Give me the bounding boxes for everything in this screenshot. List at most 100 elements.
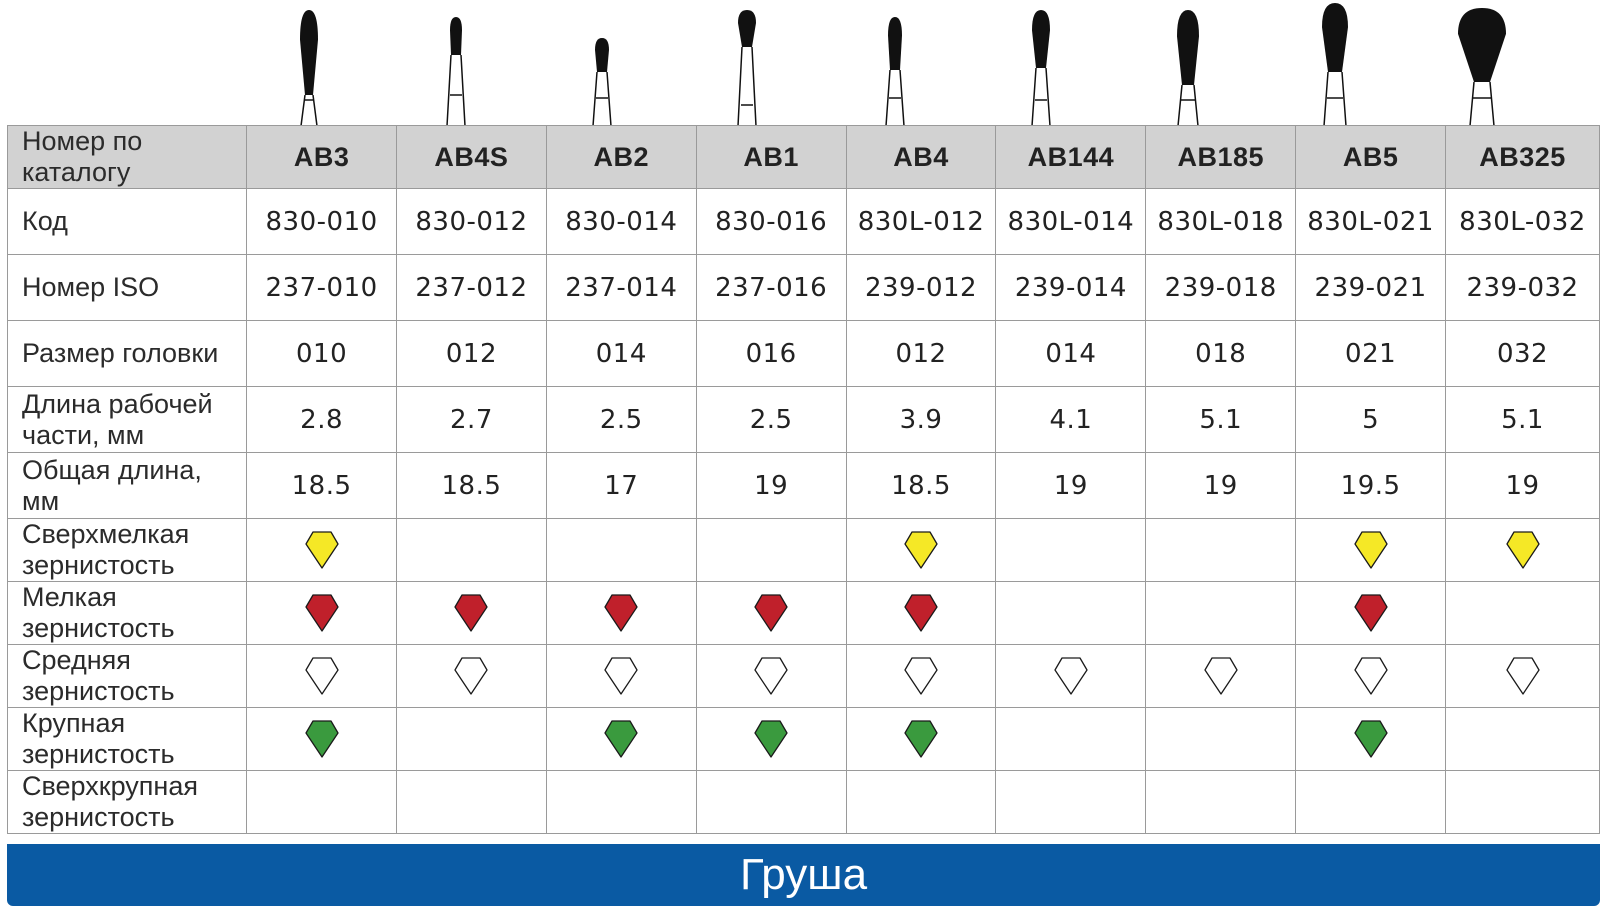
row-label-head-size: Размер головки (6, 320, 248, 387)
grit-cell (995, 581, 1147, 645)
diamond-grit-icon (304, 720, 339, 758)
work-length-cell: 5.1 (1145, 386, 1297, 453)
diamond-grit-icon (1054, 657, 1088, 695)
grit-cell (396, 770, 547, 834)
row-grit-extra-fine: Сверхмелкая зернистость (6, 518, 1600, 582)
grit-cell (1145, 707, 1297, 771)
grit-cell (695, 707, 847, 771)
grit-cell (396, 707, 547, 771)
pear-bur-icon (1177, 10, 1199, 126)
code-cell: 830-010 (246, 188, 398, 255)
grit-cell (1445, 518, 1600, 582)
grit-cell (995, 644, 1147, 708)
catalog-cell: AB185 (1145, 125, 1297, 189)
pear-bur-icon (1031, 10, 1051, 126)
head-size-cell: 014 (995, 320, 1147, 387)
iso-cell: 237-012 (396, 254, 547, 321)
iso-cell: 239-012 (845, 254, 997, 321)
code-cell: 830-014 (545, 188, 697, 255)
grit-cell (1145, 518, 1297, 582)
work-length-cell: 2.7 (396, 386, 547, 453)
row-label-grit-medium: Средняя зернистость (6, 644, 248, 708)
grit-cell (1295, 644, 1447, 708)
grit-cell (246, 644, 398, 708)
grit-cell (545, 644, 697, 708)
total-length-cell: 18.5 (396, 452, 547, 519)
grit-cell (1295, 581, 1447, 645)
catalog-cell: AB5 (1295, 125, 1447, 189)
grit-cell (396, 518, 547, 582)
diamond-grit-icon (904, 594, 938, 632)
diamond-grit-icon (604, 657, 638, 695)
catalog-cell: AB3 (246, 125, 398, 189)
pear-bur-icon (592, 38, 612, 126)
iso-cell: 237-014 (545, 254, 697, 321)
total-length-cell: 19.5 (1295, 452, 1447, 519)
pear-bur-icon (1322, 3, 1348, 126)
diamond-grit-icon (604, 720, 638, 758)
row-total-length: Общая длина, мм 18.5 18.5 17 19 18.5 19 19 19.5 1… (6, 452, 1600, 519)
total-length-cell: 17 (545, 452, 697, 519)
grit-cell (246, 770, 398, 834)
head-size-cell: 021 (1295, 320, 1447, 387)
work-length-cell: 2.8 (246, 386, 398, 453)
iso-cell: 237-010 (246, 254, 398, 321)
grit-cell (1145, 770, 1297, 834)
grit-cell (246, 518, 398, 582)
diamond-grit-icon (304, 657, 339, 695)
row-grit-coarse: Крупная зернистость (6, 707, 1600, 771)
grit-cell (995, 707, 1147, 771)
code-cell: 830L-014 (995, 188, 1147, 255)
diamond-grit-icon (904, 657, 938, 695)
pear-bur-icon (885, 17, 905, 126)
head-size-cell: 010 (246, 320, 398, 387)
diamond-grit-icon (604, 594, 638, 632)
code-cell: 830L-032 (1445, 188, 1600, 255)
total-length-cell: 19 (995, 452, 1147, 519)
work-length-cell: 5 (1295, 386, 1447, 453)
work-length-cell: 3.9 (845, 386, 997, 453)
code-cell: 830-016 (695, 188, 847, 255)
specification-table: Номер по каталогу AB3 AB4S AB2 AB1 AB4 AB144 AB… (6, 125, 1600, 834)
diamond-grit-icon (1353, 657, 1388, 695)
diamond-grit-icon (1353, 531, 1388, 569)
row-label-catalog: Номер по каталогу (6, 125, 248, 189)
row-label-iso: Номер ISO (6, 254, 248, 321)
diamond-grit-icon (754, 720, 788, 758)
catalog-cell: AB4 (845, 125, 997, 189)
grit-cell (246, 581, 398, 645)
grit-cell (695, 581, 847, 645)
grit-cell (1145, 581, 1297, 645)
diamond-grit-icon (304, 531, 339, 569)
diamond-grit-icon (454, 594, 489, 632)
grit-cell (1295, 770, 1447, 834)
shape-banner: Груша (7, 844, 1600, 906)
grit-cell (1445, 770, 1600, 834)
row-work-length: Длина рабочей части, мм 2.8 2.7 2.5 2.5 3.9 4.… (6, 386, 1600, 453)
catalog-cell: AB2 (545, 125, 697, 189)
diamond-grit-icon (1204, 657, 1238, 695)
grit-cell (695, 770, 847, 834)
grit-cell (545, 581, 697, 645)
head-size-cell: 014 (545, 320, 697, 387)
total-length-cell: 19 (1445, 452, 1600, 519)
grit-cell (845, 581, 997, 645)
head-size-cell: 012 (845, 320, 997, 387)
grit-cell (545, 770, 697, 834)
diamond-grit-icon (1505, 531, 1540, 569)
row-label-total-length: Общая длина, мм (6, 452, 248, 519)
grit-cell (695, 644, 847, 708)
total-length-cell: 19 (695, 452, 847, 519)
iso-cell: 239-014 (995, 254, 1147, 321)
total-length-cell: 18.5 (246, 452, 398, 519)
total-length-cell: 18.5 (845, 452, 997, 519)
work-length-cell: 4.1 (995, 386, 1147, 453)
grit-cell (845, 770, 997, 834)
grit-cell (396, 581, 547, 645)
code-cell: 830L-018 (1145, 188, 1297, 255)
pear-bur-icon (737, 10, 757, 126)
row-code: Код 830-010 830-012 830-014 830-016 830L-012 8… (6, 188, 1600, 255)
pear-bur-icon (1458, 8, 1506, 126)
iso-cell: 239-018 (1145, 254, 1297, 321)
grit-cell (1445, 644, 1600, 708)
